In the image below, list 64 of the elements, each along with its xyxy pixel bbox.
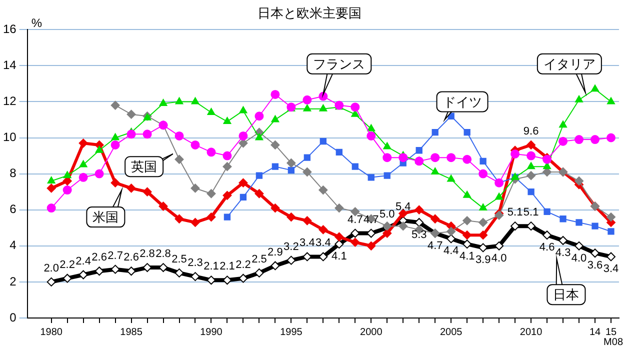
x-tick-label: 15 — [605, 326, 618, 338]
data-label: 5.1 — [507, 206, 523, 219]
y-tick-label: 10 — [2, 130, 17, 144]
y-tick-label: 4 — [10, 238, 17, 252]
data-label: 2.3 — [188, 257, 203, 270]
data-label: 4.6 — [539, 242, 555, 254]
data-label: 2.1 — [204, 260, 219, 273]
data-label: 3.2 — [284, 240, 299, 253]
x-tick-label: 1980 — [40, 326, 63, 338]
text: M08 — [604, 336, 624, 348]
data-label: 2.9 — [268, 246, 283, 258]
x-tick-label: 2000 — [360, 326, 383, 338]
data-label: 4.0 — [491, 252, 507, 264]
y-tick-label: 8 — [10, 166, 17, 180]
data-label: 5.0 — [379, 208, 395, 220]
data-label: 3.4 — [603, 263, 619, 276]
data-label: 9.6 — [523, 125, 539, 138]
data-label: 2.5 — [172, 253, 187, 266]
data-label: 4.0 — [571, 252, 587, 264]
data-label: 3.4 — [300, 237, 315, 250]
data-label: 4.7 — [427, 240, 443, 252]
y-tick-label: 0 — [10, 310, 17, 324]
data-label: 2.8 — [156, 248, 171, 260]
y-tick-label: 2 — [10, 274, 17, 288]
x-tick-label: 2010 — [520, 326, 543, 338]
series-label: ドイツ — [442, 94, 482, 110]
data-label: 2.6 — [92, 252, 107, 264]
text: 日本 — [553, 287, 580, 302]
data-label: 5.3 — [411, 229, 427, 241]
data-label: 3.4 — [316, 237, 331, 250]
x-tick-label: 1990 — [200, 326, 223, 338]
data-label: 2.7 — [108, 250, 123, 262]
x-tick-label: 1995 — [280, 326, 303, 338]
data-label: 4.1 — [332, 250, 347, 263]
series-label: フランス — [313, 56, 366, 72]
data-label: 4.7 — [363, 214, 379, 226]
y-tick-label: 14 — [2, 58, 17, 72]
x-tick-label: 1985 — [120, 326, 143, 338]
data-label: 5.4 — [395, 201, 411, 214]
data-label: 4.4 — [443, 245, 459, 258]
data-label: 2.8 — [140, 248, 155, 260]
chart-title: 日本と欧米主要国 — [258, 5, 362, 20]
y-tick-label: 16 — [2, 22, 17, 36]
data-label: 4.3 — [555, 247, 571, 260]
series-label: 英国 — [131, 159, 158, 174]
x-tick-label: 14 — [589, 326, 602, 338]
data-label: 2.1 — [220, 260, 235, 273]
data-label: 2.5 — [252, 253, 267, 266]
data-label: 3.9 — [475, 254, 491, 266]
data-label: 2.6 — [124, 252, 139, 264]
y-axis-title: % — [31, 16, 42, 30]
data-label: 5.1 — [523, 206, 539, 219]
y-tick-label: 12 — [2, 94, 17, 108]
y-tick-label: 6 — [10, 202, 17, 216]
data-label: 4.7 — [348, 214, 363, 226]
data-label: 4.1 — [459, 250, 475, 263]
series-label: 米国 — [92, 210, 119, 225]
data-label: 2.4 — [76, 255, 91, 268]
series-label: イタリア — [543, 56, 596, 72]
data-label: 2.2 — [60, 258, 75, 271]
data-label: 2.2 — [236, 258, 251, 271]
x-tick-label: 2005 — [440, 326, 463, 338]
data-label: 2.0 — [44, 262, 59, 274]
data-label: 3.6 — [587, 260, 603, 272]
